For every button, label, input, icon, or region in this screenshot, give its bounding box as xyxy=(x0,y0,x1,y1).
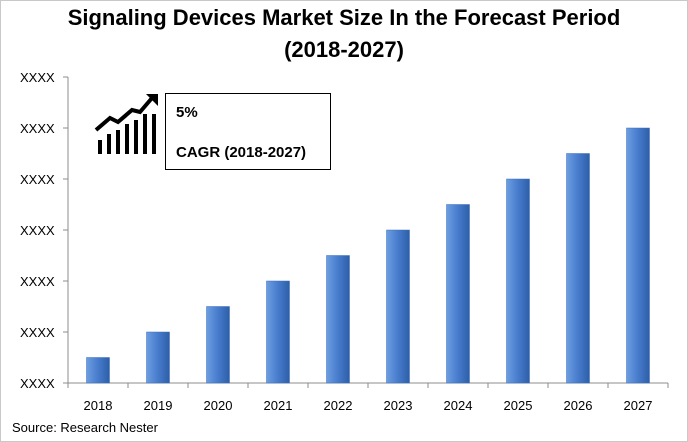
x-tick-label: 2022 xyxy=(324,398,353,413)
y-tick-label: XXXX xyxy=(20,172,55,187)
x-tick-label: 2018 xyxy=(84,398,113,413)
cagr-value: 5% xyxy=(176,104,198,121)
cagr-box: 5% CAGR (2018-2027) xyxy=(165,93,331,170)
x-tick-label: 2027 xyxy=(624,398,653,413)
bar-2019 xyxy=(146,331,170,384)
chart-title: Signaling Devices Market Size In the For… xyxy=(0,2,688,66)
x-axis: 2018 2019 2020 2021 2022 2023 2024 2025 2026 2027 xyxy=(67,382,669,413)
x-tick-label: 2026 xyxy=(564,398,593,413)
bar-2024 xyxy=(446,204,470,384)
cagr-label: CAGR (2018-2027) xyxy=(176,144,307,161)
bar-2025 xyxy=(506,178,530,384)
x-tick-label: 2020 xyxy=(204,398,233,413)
source-note: Source: Research Nester xyxy=(12,420,158,435)
bar-2026 xyxy=(566,153,590,384)
x-tick-label: 2019 xyxy=(144,398,173,413)
bar-2018 xyxy=(86,357,110,384)
x-tick-label: 2025 xyxy=(504,398,533,413)
x-tick-label: 2021 xyxy=(264,398,293,413)
chart-title-line2: (2018-2027) xyxy=(284,37,404,62)
bar-2023 xyxy=(386,229,410,384)
x-tick-label: 2023 xyxy=(384,398,413,413)
y-tick-label: XXXX xyxy=(20,376,55,391)
growth-chart-icon xyxy=(94,94,158,154)
y-axis: XXXX XXXX XXXX XXXX XXXX XXXX XXXX xyxy=(20,70,69,391)
bars xyxy=(86,127,650,384)
y-tick-label: XXXX xyxy=(20,325,55,340)
bar-2020 xyxy=(206,306,230,384)
y-tick-label: XXXX xyxy=(20,223,55,238)
y-tick-label: XXXX xyxy=(20,274,55,289)
chart-title-line1: Signaling Devices Market Size In the For… xyxy=(67,5,621,30)
bar-2027 xyxy=(626,127,650,384)
x-tick-label: 2024 xyxy=(444,398,473,413)
y-tick-label: XXXX xyxy=(20,121,55,136)
bar-2021 xyxy=(266,280,290,384)
bar-2022 xyxy=(326,255,350,384)
y-tick-label: XXXX xyxy=(20,70,55,85)
